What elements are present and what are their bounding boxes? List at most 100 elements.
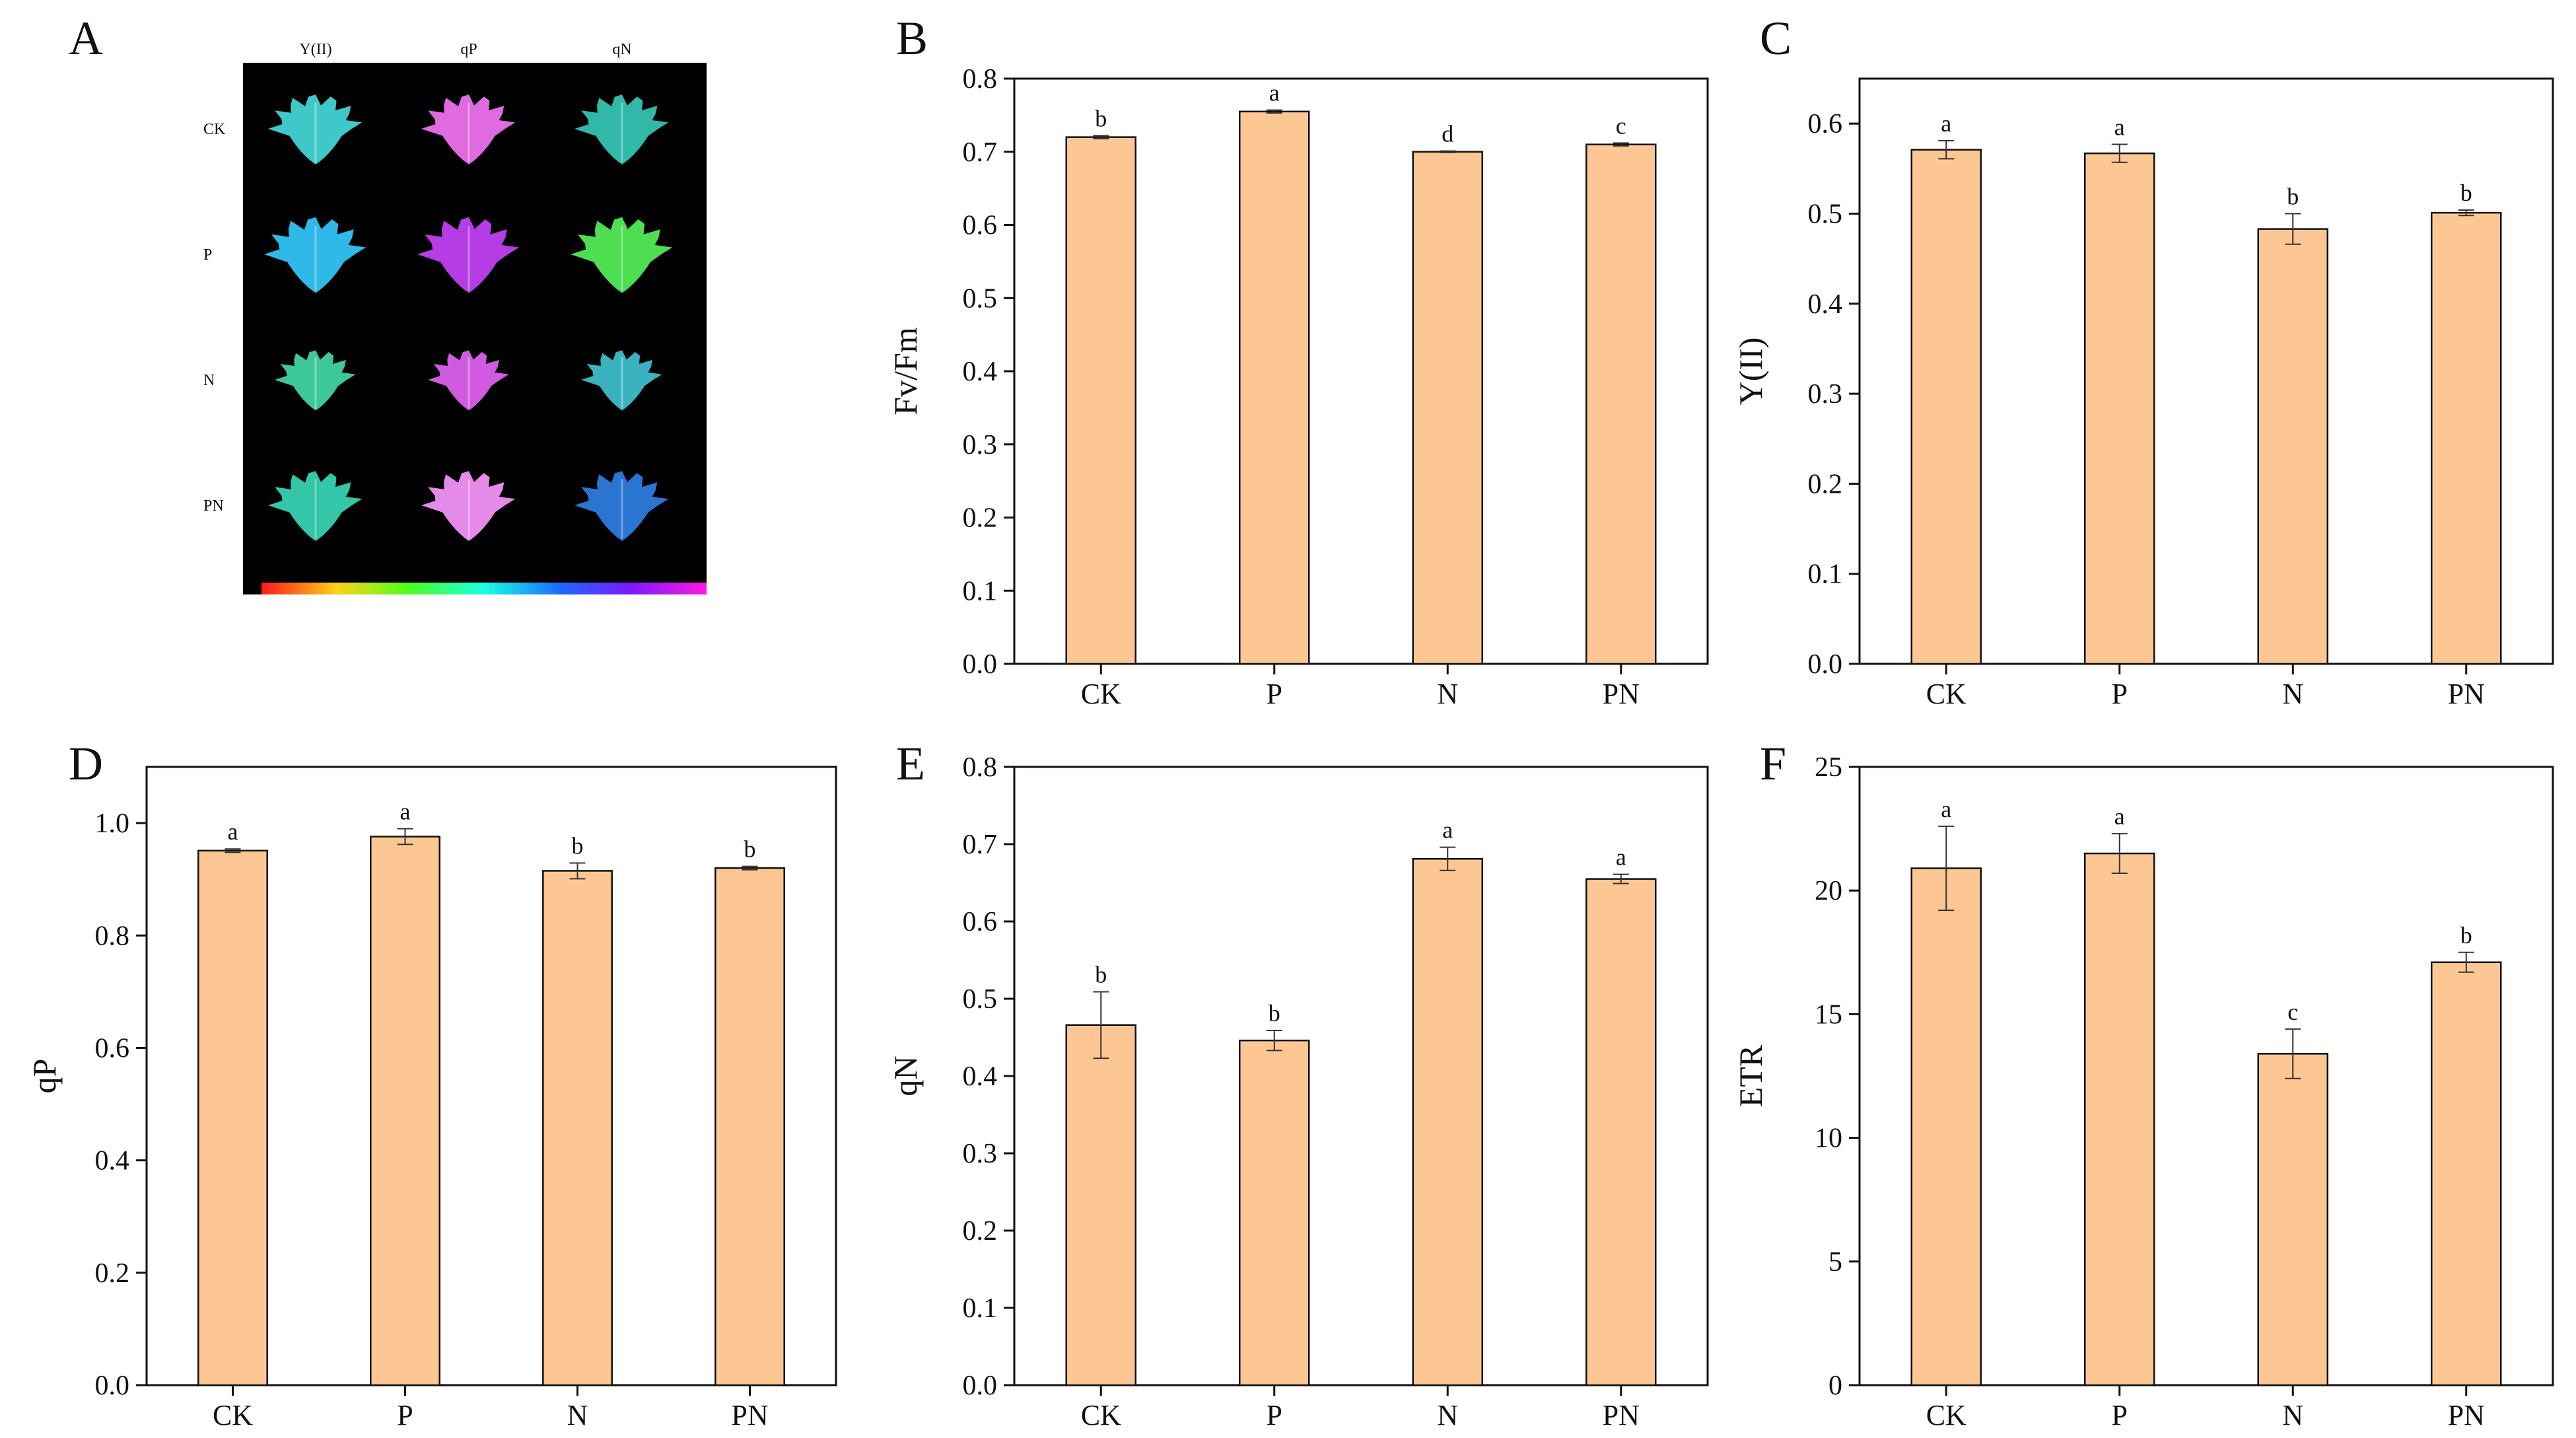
y-tick-label: 10 xyxy=(1815,1124,1842,1154)
bar xyxy=(1910,867,1982,1386)
image-column-label: qN xyxy=(612,41,631,58)
y-tick-label: 20 xyxy=(1815,876,1842,906)
plot-frame xyxy=(1858,77,2554,665)
x-category-label: P xyxy=(2112,678,2128,710)
y-tick-label: 0.8 xyxy=(95,921,130,951)
y-tick-label: 25 xyxy=(1815,752,1842,783)
y-tick-label: 0.5 xyxy=(963,984,998,1015)
leaf-image xyxy=(417,217,520,293)
y-tick-label: 0.1 xyxy=(1808,559,1843,590)
y-axis-title: Fv/Fm xyxy=(887,327,924,415)
leaf-image xyxy=(264,217,366,293)
y-tick-label: 0.2 xyxy=(963,503,998,534)
significance-label: b xyxy=(572,833,584,859)
panel-letter-e: E xyxy=(896,737,925,790)
y-tick-label: 15 xyxy=(1815,999,1842,1030)
x-category-label: P xyxy=(1267,1399,1282,1431)
y-tick-label: 0.5 xyxy=(1808,199,1843,229)
bar xyxy=(1412,151,1483,665)
bar xyxy=(1239,110,1310,665)
leaf-image xyxy=(581,350,662,411)
y-tick-label: 0.2 xyxy=(1808,469,1843,499)
y-tick-label: 0.1 xyxy=(963,1293,998,1324)
image-row-label: P xyxy=(203,246,212,264)
x-category-label: PN xyxy=(731,1399,768,1431)
y-tick-label: 0.4 xyxy=(1808,289,1843,320)
significance-label: a xyxy=(1616,844,1626,871)
x-category-label: CK xyxy=(1926,1399,1967,1431)
panel-letter-d: D xyxy=(69,737,103,790)
bar xyxy=(370,836,440,1386)
significance-label: a xyxy=(1442,817,1453,844)
bar xyxy=(1585,878,1657,1386)
y-tick-label: 0.0 xyxy=(1808,649,1843,680)
bar xyxy=(1412,857,1483,1386)
leaf-image xyxy=(571,217,673,293)
x-category-label: PN xyxy=(2448,1399,2485,1431)
bar xyxy=(1239,1039,1310,1386)
y-tick-label: 0.3 xyxy=(1808,379,1843,410)
y-tick-label: 0.4 xyxy=(963,1061,998,1092)
y-tick-label: 0.7 xyxy=(963,137,998,168)
panel-letter-a: A xyxy=(69,12,103,65)
significance-label: a xyxy=(400,799,411,825)
x-category-label: N xyxy=(2282,678,2303,710)
significance-label: d xyxy=(1442,121,1453,147)
x-category-label: N xyxy=(1437,678,1458,710)
y-tick-label: 0.6 xyxy=(95,1033,130,1063)
y-tick-label: 0.6 xyxy=(963,907,998,937)
significance-label: b xyxy=(2460,922,2472,949)
image-column-label: Y(II) xyxy=(299,41,331,58)
leaf-image xyxy=(275,350,356,411)
significance-label: b xyxy=(2287,183,2299,209)
y-tick-label: 0.0 xyxy=(963,1371,998,1401)
x-category-label: N xyxy=(2282,1399,2303,1431)
image-row-label: CK xyxy=(203,121,226,138)
significance-label: a xyxy=(1269,80,1280,106)
y-tick-label: 0.4 xyxy=(963,357,998,387)
significance-label: a xyxy=(2114,803,2125,830)
bar xyxy=(714,867,785,1386)
y-tick-label: 0.2 xyxy=(963,1216,998,1246)
y-tick-label: 0.3 xyxy=(963,430,998,460)
x-category-label: CK xyxy=(1081,678,1121,710)
bar xyxy=(1065,136,1136,665)
leaf-image xyxy=(268,471,363,541)
bar xyxy=(2084,152,2155,665)
x-category-label: P xyxy=(397,1399,413,1431)
chart-panel-e: E 0.0 0.1 0.2 0.3 0.4 0.5 0.6 0.7 0.8 qN b CK b Pa Na PN xyxy=(887,737,1709,1431)
x-category-label: N xyxy=(1437,1399,1458,1431)
leaf-image xyxy=(421,471,516,541)
chart-panel-f: F 0 5 10 15 20 25 ETR a CK a Pc Nb PN xyxy=(1732,737,2554,1431)
significance-label: b xyxy=(2460,180,2472,206)
y-tick-label: 0.2 xyxy=(95,1258,130,1289)
color-scale-black-end xyxy=(243,583,261,594)
bar xyxy=(1585,143,1657,665)
x-category-label: PN xyxy=(2448,678,2485,710)
y-tick-label: 0.8 xyxy=(963,64,998,94)
y-tick-label: 0.0 xyxy=(963,649,998,680)
x-category-label: PN xyxy=(1603,1399,1640,1431)
x-category-label: CK xyxy=(213,1399,253,1431)
bar xyxy=(2431,211,2502,665)
x-category-label: P xyxy=(1267,678,1282,710)
chart-panel-d: D 0.0 0.2 0.4 0.6 0.8 1.0 qP a CK a Pb Nb PN xyxy=(26,737,837,1431)
leaf-image xyxy=(268,94,363,164)
y-tick-label: 0.7 xyxy=(963,830,998,860)
bar xyxy=(2257,1053,2328,1386)
image-row-label: N xyxy=(203,372,215,389)
significance-label: a xyxy=(228,818,238,845)
panel-letter-b: B xyxy=(896,12,928,65)
bar xyxy=(542,870,613,1386)
y-axis-title: ETR xyxy=(1732,1044,1769,1107)
plot-frame xyxy=(1858,766,2554,1386)
x-category-label: N xyxy=(567,1399,588,1431)
significance-label: a xyxy=(1941,110,1951,137)
significance-label: a xyxy=(2114,114,2125,141)
bar xyxy=(197,849,268,1386)
y-tick-label: 0.6 xyxy=(963,211,998,241)
x-category-label: PN xyxy=(1603,678,1640,710)
significance-label: c xyxy=(1616,112,1626,139)
